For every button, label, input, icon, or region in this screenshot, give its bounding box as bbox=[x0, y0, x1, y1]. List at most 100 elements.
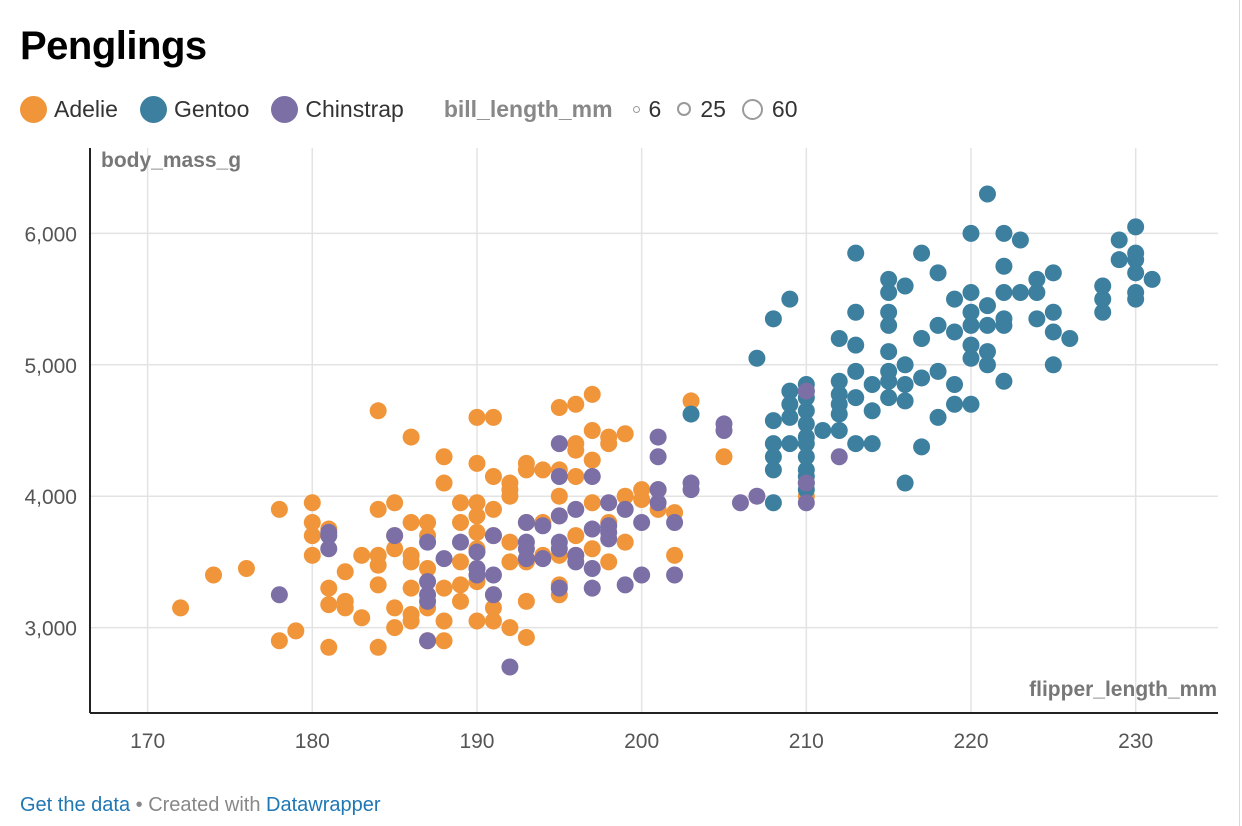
legend-item-adelie[interactable]: Adelie bbox=[20, 95, 118, 123]
data-point-gentoo bbox=[946, 323, 964, 341]
data-point-gentoo bbox=[1011, 284, 1029, 302]
data-point-adelie bbox=[435, 448, 453, 466]
data-point-gentoo bbox=[913, 244, 931, 262]
created-with-text: Created with bbox=[148, 794, 267, 816]
data-point-gentoo bbox=[1044, 356, 1062, 374]
data-point-gentoo bbox=[978, 297, 996, 315]
data-point-gentoo bbox=[1094, 303, 1112, 321]
data-point-chinstrap bbox=[484, 566, 502, 584]
get-data-link[interactable]: Get the data bbox=[20, 794, 131, 816]
data-point-gentoo bbox=[896, 474, 914, 492]
x-tick-label: 230 bbox=[1118, 730, 1153, 753]
data-point-adelie bbox=[369, 500, 387, 518]
data-point-gentoo bbox=[781, 435, 799, 453]
data-point-adelie bbox=[534, 461, 552, 479]
data-point-gentoo bbox=[978, 343, 996, 361]
data-point-adelie bbox=[452, 513, 470, 531]
data-point-gentoo bbox=[1028, 270, 1046, 288]
size-legend: bill_length_mm 6 25 60 bbox=[444, 96, 814, 123]
data-point-adelie bbox=[452, 592, 470, 610]
data-point-gentoo bbox=[764, 310, 782, 328]
data-point-chinstrap bbox=[583, 559, 601, 577]
data-point-gentoo bbox=[847, 336, 865, 354]
frame-border bbox=[1239, 0, 1240, 826]
data-point-adelie bbox=[452, 576, 470, 594]
data-point-adelie bbox=[600, 553, 618, 571]
data-point-chinstrap bbox=[386, 527, 404, 545]
data-point-chinstrap bbox=[633, 513, 651, 531]
data-point-adelie bbox=[452, 553, 470, 571]
data-point-gentoo bbox=[929, 408, 947, 426]
data-point-adelie bbox=[386, 494, 404, 512]
data-point-gentoo bbox=[1061, 330, 1079, 348]
data-point-gentoo bbox=[1110, 231, 1128, 249]
legend-swatch-adelie bbox=[20, 95, 47, 123]
data-point-chinstrap bbox=[748, 487, 766, 505]
data-point-gentoo bbox=[781, 290, 799, 308]
data-point-gentoo bbox=[913, 330, 931, 348]
data-point-gentoo bbox=[863, 435, 881, 453]
data-point-chinstrap bbox=[419, 632, 437, 650]
data-point-gentoo bbox=[682, 405, 700, 423]
x-tick-label: 200 bbox=[624, 730, 659, 753]
data-point-gentoo bbox=[764, 412, 782, 430]
data-point-gentoo bbox=[880, 270, 898, 288]
data-point-adelie bbox=[402, 579, 420, 597]
data-point-gentoo bbox=[946, 376, 964, 394]
data-point-gentoo bbox=[764, 494, 782, 512]
data-point-adelie bbox=[369, 638, 387, 656]
data-point-gentoo bbox=[880, 316, 898, 334]
data-point-adelie bbox=[435, 474, 453, 492]
data-point-chinstrap bbox=[468, 566, 486, 584]
data-point-gentoo bbox=[962, 316, 980, 334]
data-point-adelie bbox=[386, 599, 404, 617]
data-point-gentoo bbox=[929, 362, 947, 380]
data-point-adelie bbox=[501, 533, 519, 551]
data-point-chinstrap bbox=[435, 550, 453, 568]
data-point-gentoo bbox=[764, 448, 782, 466]
data-point-chinstrap bbox=[600, 494, 618, 512]
data-point-chinstrap bbox=[517, 550, 535, 568]
datawrapper-link[interactable]: Datawrapper bbox=[266, 794, 381, 816]
legend: Adelie Gentoo Chinstrap bill_length_mm 6… bbox=[20, 92, 814, 126]
data-point-chinstrap bbox=[666, 566, 684, 584]
data-point-chinstrap bbox=[583, 579, 601, 597]
data-point-gentoo bbox=[962, 395, 980, 413]
size-item-small: 6 bbox=[632, 96, 661, 123]
legend-item-gentoo[interactable]: Gentoo bbox=[139, 95, 250, 123]
size-legend-title: bill_length_mm bbox=[443, 95, 613, 122]
data-point-adelie bbox=[484, 500, 502, 518]
data-point-adelie bbox=[484, 467, 502, 485]
data-point-chinstrap bbox=[468, 543, 486, 561]
data-point-adelie bbox=[353, 609, 371, 627]
data-point-gentoo bbox=[978, 185, 996, 203]
legend-label-gentoo: Gentoo bbox=[173, 95, 250, 122]
data-point-chinstrap bbox=[419, 592, 437, 610]
x-tick-label: 190 bbox=[459, 730, 494, 753]
data-point-adelie bbox=[452, 494, 470, 512]
data-point-chinstrap bbox=[797, 382, 815, 400]
data-point-gentoo bbox=[797, 402, 815, 420]
data-point-gentoo bbox=[764, 461, 782, 479]
data-point-gentoo bbox=[929, 264, 947, 282]
legend-item-chinstrap[interactable]: Chinstrap bbox=[271, 95, 404, 123]
data-point-gentoo bbox=[978, 356, 996, 374]
data-point-adelie bbox=[567, 467, 585, 485]
data-point-chinstrap bbox=[633, 566, 651, 584]
data-point-adelie bbox=[402, 428, 420, 446]
data-point-gentoo bbox=[896, 277, 914, 295]
data-point-gentoo bbox=[962, 284, 980, 302]
data-point-gentoo bbox=[847, 303, 865, 321]
data-point-adelie bbox=[468, 408, 486, 426]
x-tick-label: 210 bbox=[789, 730, 824, 753]
data-point-gentoo bbox=[814, 422, 832, 439]
data-point-adelie bbox=[369, 402, 387, 420]
data-point-chinstrap bbox=[649, 494, 667, 512]
data-point-chinstrap bbox=[649, 428, 667, 446]
data-point-gentoo bbox=[748, 349, 766, 367]
data-point-gentoo bbox=[830, 405, 848, 423]
data-point-gentoo bbox=[880, 343, 898, 361]
data-point-adelie bbox=[320, 579, 338, 597]
data-point-gentoo bbox=[830, 372, 848, 390]
data-point-gentoo bbox=[896, 392, 914, 410]
